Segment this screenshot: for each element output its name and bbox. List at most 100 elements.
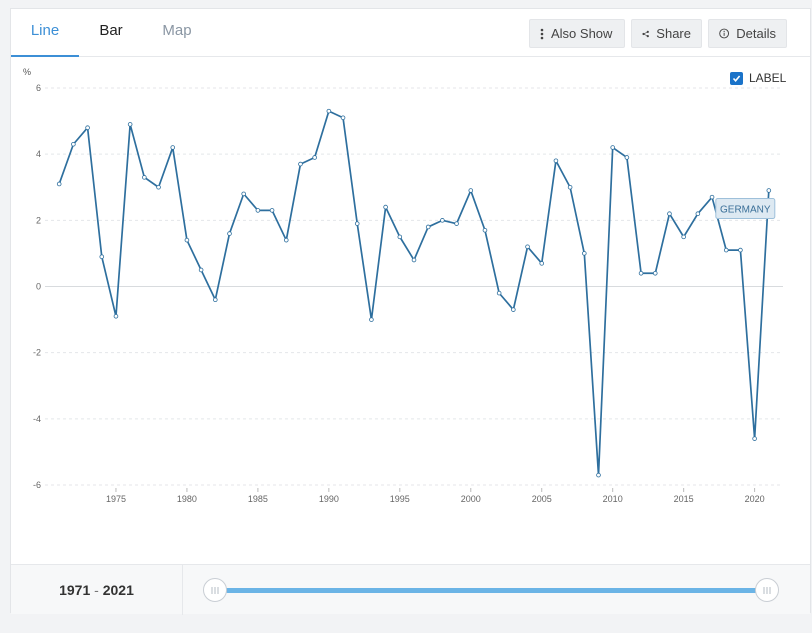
data-point [71,141,76,147]
details-button[interactable]: Details [708,19,787,48]
x-tick-label: 1985 [248,494,268,504]
data-point [298,161,303,167]
data-point [766,188,772,193]
data-point [752,436,757,441]
range-slider-end-handle[interactable] [755,578,779,602]
data-point [638,270,644,276]
data-point [85,125,90,130]
y-axis-unit-label: % [23,67,31,77]
data-point [709,194,715,200]
data-point [681,234,686,240]
data-point [127,122,133,127]
data-point [652,270,658,276]
data-point [667,211,672,217]
data-point [482,227,488,233]
data-point [454,221,459,226]
data-point [255,208,261,213]
data-point [525,244,530,250]
data-point [198,267,204,273]
x-tick-label: 2000 [461,494,481,504]
data-point [468,188,474,193]
data-point [56,181,62,187]
data-point [553,158,559,164]
x-tick-label: 1995 [390,494,410,504]
chart-card: Line Bar Map Also Show Share Details [10,8,811,615]
share-icon [642,30,649,37]
data-point [383,204,388,210]
data-point [723,247,729,253]
data-point [213,297,218,303]
data-point [596,472,601,478]
grip-icon [763,586,771,594]
tab-line[interactable]: Line [11,9,79,57]
range-start: 1971 [59,582,91,598]
x-tick-label: 1990 [319,494,339,504]
x-tick-label: 2020 [745,494,765,504]
grip-icon [211,586,219,594]
data-point [326,108,332,114]
data-point [283,237,289,243]
y-tick-label: 6 [36,83,41,93]
data-point [539,261,545,266]
share-label: Share [656,26,691,41]
details-label: Details [736,26,776,41]
data-point [184,237,190,243]
tab-bar[interactable]: Bar [99,22,123,39]
data-point [170,145,176,150]
range-slider-start-handle[interactable] [203,578,227,602]
data-point [425,224,431,230]
data-point [99,254,105,260]
data-point [511,307,516,312]
data-point [624,155,630,160]
range-separator: - [94,582,99,598]
checkmark-icon [732,74,741,82]
data-point [440,218,445,223]
data-point [340,115,346,121]
data-point [411,257,417,263]
y-tick-label: 0 [36,282,41,292]
y-tick-label: -4 [33,414,41,424]
data-point [354,221,360,226]
data-point [369,317,374,322]
x-tick-label: 1975 [106,494,126,504]
x-tick-label: 2015 [674,494,694,504]
range-end: 2021 [102,582,134,598]
label-toggle-text: LABEL [749,71,787,85]
y-tick-label: 4 [36,149,41,159]
data-point [269,208,275,213]
line-chart: % 6 4 2 0 -2 -4 -6 1975 1980 1985 1990 1995 2000 2005 2… [23,67,783,504]
data-point [695,211,701,217]
share-button[interactable]: Share [631,19,702,48]
data-point [241,191,246,197]
y-tick-label: -6 [33,480,41,490]
also-show-label: Also Show [551,26,613,41]
data-point [397,234,403,240]
x-tick-label: 2010 [603,494,623,504]
data-point [142,175,147,180]
y-tick-label: -2 [33,348,41,358]
series-line-germany [58,110,770,476]
view-tabs: Line Bar Map Also Show Share Details [11,9,810,57]
data-point [582,251,587,256]
data-point [738,247,743,253]
vertical-dots-icon [540,28,544,39]
data-point [496,290,502,296]
data-point [312,155,317,160]
label-checkbox[interactable] [730,71,743,85]
data-point [113,313,119,319]
x-tick-label: 1980 [177,494,197,504]
range-footer: 1971 - 2021 [11,564,810,615]
tab-map[interactable]: Map [162,22,192,39]
y-tick-label: 2 [36,215,41,225]
year-range: 1971 - 2021 [11,565,183,615]
series-label-germany: GERMANY [720,205,771,216]
range-slider-track[interactable] [225,588,767,593]
data-point [610,145,615,150]
data-point [156,184,161,190]
also-show-button[interactable]: Also Show [529,19,625,48]
series-label-box [715,198,776,220]
data-point [227,231,232,236]
info-icon [719,28,730,39]
data-point [567,184,573,190]
label-toggle[interactable]: LABEL [730,71,786,85]
